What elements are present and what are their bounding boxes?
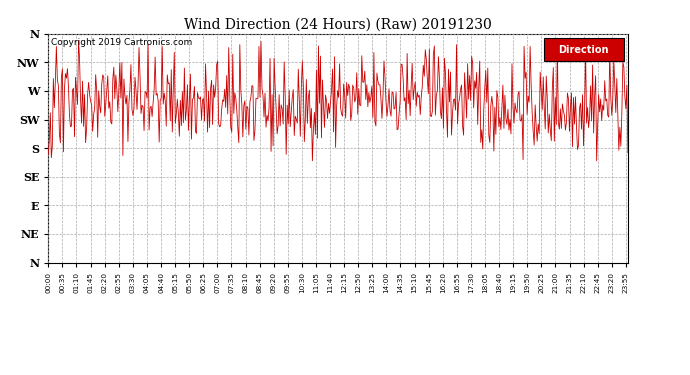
- Text: Direction: Direction: [559, 45, 609, 55]
- Title: Wind Direction (24 Hours) (Raw) 20191230: Wind Direction (24 Hours) (Raw) 20191230: [184, 17, 492, 31]
- Text: Copyright 2019 Cartronics.com: Copyright 2019 Cartronics.com: [51, 38, 193, 47]
- FancyBboxPatch shape: [544, 38, 624, 61]
